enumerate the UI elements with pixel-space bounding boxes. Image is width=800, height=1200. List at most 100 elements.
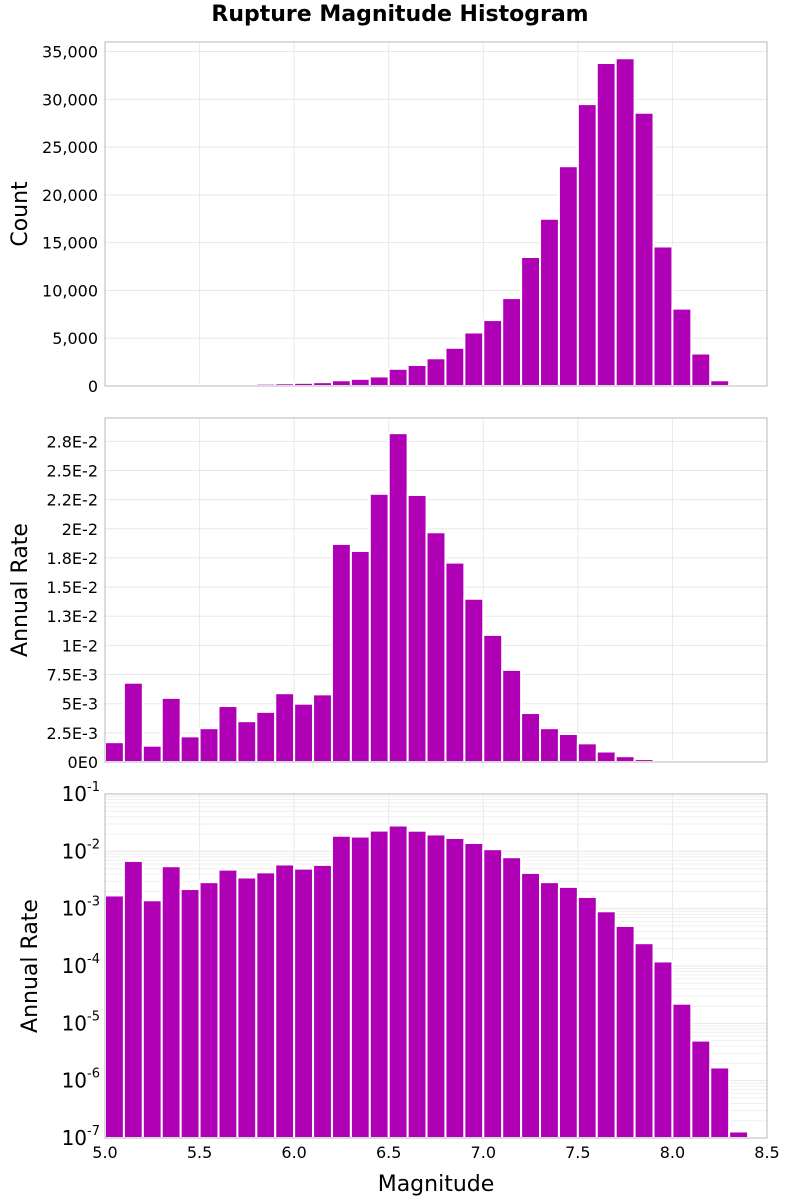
histogram-bar xyxy=(141,899,163,1139)
histogram-bar xyxy=(406,493,428,763)
histogram-bar xyxy=(482,319,504,388)
y-tick-label: 0E0 xyxy=(68,753,98,772)
histogram-bar xyxy=(293,702,315,763)
histogram-bar xyxy=(425,531,447,763)
x-tick-label: 6.5 xyxy=(376,1143,401,1162)
histogram-bar xyxy=(198,881,220,1139)
histogram-bar xyxy=(614,755,636,764)
histogram-bar xyxy=(293,867,315,1140)
histogram-bar xyxy=(274,692,296,764)
x-tick-label: 7.5 xyxy=(565,1143,590,1162)
y-axis-label: Count xyxy=(8,181,33,247)
histogram-bar xyxy=(179,888,201,1139)
histogram-bar xyxy=(387,432,409,763)
y-axis-label: Annual Rate xyxy=(8,523,33,657)
plot-frame xyxy=(104,41,768,387)
histogram-bar xyxy=(482,633,504,763)
histogram-bar xyxy=(387,367,409,387)
histogram-bar xyxy=(255,710,277,763)
histogram-bar xyxy=(482,848,504,1139)
y-tick-label: 2.5E-3 xyxy=(46,724,98,743)
histogram-bar xyxy=(576,103,598,387)
histogram-bar xyxy=(236,720,258,764)
x-tick-label: 7.0 xyxy=(471,1143,496,1162)
histogram-bar xyxy=(539,727,560,763)
histogram-bar xyxy=(501,297,523,388)
histogram-bar xyxy=(690,1039,712,1140)
histogram-bar xyxy=(312,693,333,763)
histogram-bar xyxy=(425,833,447,1140)
histogram-bar xyxy=(122,859,144,1139)
histogram-bar xyxy=(463,331,485,388)
y-tick-label: 2.8E-2 xyxy=(46,432,98,451)
histogram-bar xyxy=(387,824,409,1139)
histogram-bar xyxy=(122,681,144,763)
histogram-bar xyxy=(614,57,636,387)
y-tick-label: 10-3 xyxy=(62,895,100,921)
histogram-bar xyxy=(349,835,371,1139)
histogram-bar xyxy=(671,1002,693,1140)
y-tick-label: 1.3E-2 xyxy=(46,607,98,626)
x-tick-label: 5.0 xyxy=(92,1143,117,1162)
histogram-bar xyxy=(141,744,163,763)
histogram-bar xyxy=(444,836,466,1140)
histogram-bar xyxy=(595,62,617,388)
histogram-bar xyxy=(312,381,333,387)
y-tick-label: 15,000 xyxy=(42,234,98,253)
histogram-bar xyxy=(633,942,655,1139)
histogram-bar xyxy=(652,960,674,1139)
annual-rate-log-panel: 10-1 10-2 10-3 10-4 10-5 10-6 10-75.0 5.5 6.0 6.5… xyxy=(18,780,780,1197)
histogram-bar xyxy=(557,733,579,763)
histogram-bar xyxy=(349,549,371,764)
plot-frame xyxy=(104,417,768,763)
histogram-bar xyxy=(104,894,125,1140)
chart-title: Rupture Magnitude Histogram xyxy=(211,2,589,27)
histogram-bar xyxy=(539,881,560,1139)
histogram-bar xyxy=(368,492,390,763)
y-tick-label: 0 xyxy=(88,377,98,396)
y-tick-label: 10-4 xyxy=(62,952,100,978)
histogram-bar xyxy=(160,696,182,763)
histogram-bar xyxy=(520,871,542,1139)
histogram-bar xyxy=(557,165,579,387)
histogram-bar xyxy=(709,379,731,387)
y-tick-label: 10-2 xyxy=(62,837,100,863)
x-tick-label: 6.0 xyxy=(281,1143,306,1162)
histogram-bar xyxy=(614,924,636,1139)
histogram-bar xyxy=(444,561,466,764)
histogram-bar xyxy=(463,841,485,1139)
histogram-bar xyxy=(179,735,201,764)
histogram-bar xyxy=(728,1130,750,1140)
annual-rate-linear-panel: 0E0 2.5E-3 5E-3 7.5E-3 1E-2 1.3E-2 1.5E-2 1.8E-… xyxy=(8,417,768,772)
histogram-bar xyxy=(520,712,542,764)
histogram-bar xyxy=(330,834,352,1139)
histogram-bar xyxy=(406,829,428,1139)
histogram-bar xyxy=(557,885,579,1139)
y-tick-label: 10-7 xyxy=(62,1124,100,1150)
histogram-bar xyxy=(255,871,277,1139)
y-tick-label: 10-6 xyxy=(62,1067,100,1093)
y-tick-label: 10,000 xyxy=(42,281,98,300)
y-tick-label: 2.2E-2 xyxy=(46,491,98,510)
y-tick-label: 1.8E-2 xyxy=(46,549,98,568)
y-tick-label: 1.5E-2 xyxy=(46,578,98,597)
plot-frame xyxy=(104,793,768,1139)
histogram-bar xyxy=(406,363,428,388)
y-tick-label: 35,000 xyxy=(42,43,98,62)
x-axis-label: Magnitude xyxy=(378,1172,495,1197)
y-tick-label: 30,000 xyxy=(42,90,98,109)
histogram-bar xyxy=(312,863,333,1139)
histogram-bar xyxy=(368,375,390,388)
y-tick-label: 5E-3 xyxy=(62,695,98,714)
histogram-bar xyxy=(652,245,674,387)
histogram-bar xyxy=(198,727,220,763)
y-tick-label: 5,000 xyxy=(52,329,98,348)
histogram-bar xyxy=(463,597,485,764)
histogram-bar xyxy=(576,895,598,1140)
histogram-bar xyxy=(595,750,617,763)
histogram-bar xyxy=(236,876,258,1140)
histogram-bar xyxy=(330,542,352,763)
histogram-bar xyxy=(104,741,125,763)
histogram-bar xyxy=(501,856,523,1139)
